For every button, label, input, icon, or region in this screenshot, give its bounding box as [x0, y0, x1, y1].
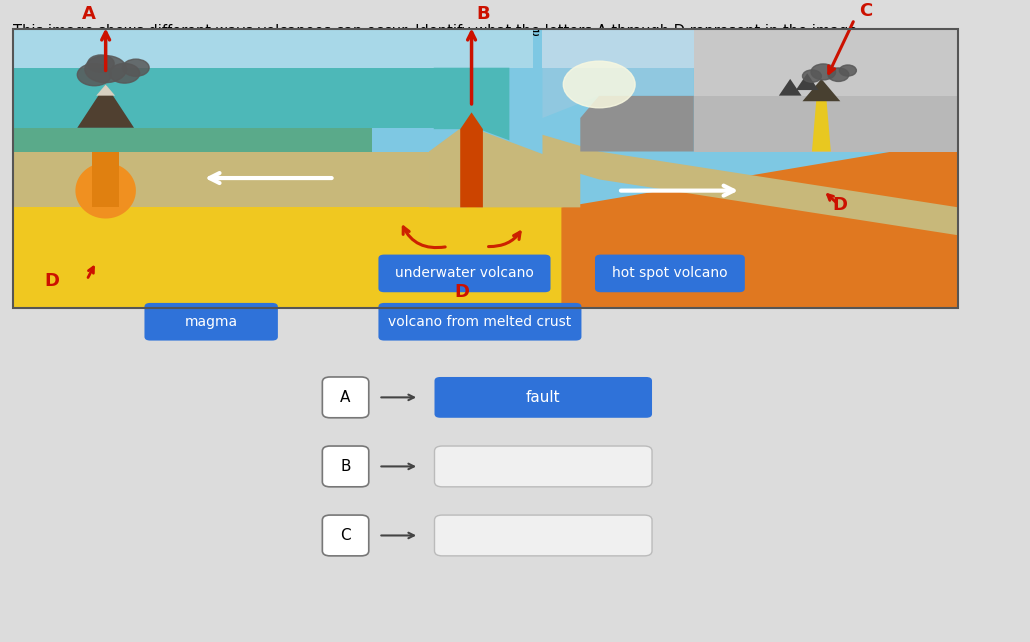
Circle shape — [839, 65, 856, 76]
Text: hot spot volcano: hot spot volcano — [612, 266, 728, 281]
Polygon shape — [75, 162, 136, 218]
Text: magma: magma — [184, 315, 238, 329]
Polygon shape — [796, 73, 819, 90]
FancyBboxPatch shape — [144, 303, 278, 340]
FancyBboxPatch shape — [322, 377, 369, 418]
Polygon shape — [694, 96, 959, 152]
Text: underwater volcano: underwater volcano — [396, 266, 534, 281]
Polygon shape — [13, 128, 372, 152]
Text: D: D — [454, 282, 470, 300]
FancyBboxPatch shape — [595, 255, 745, 292]
Polygon shape — [476, 129, 580, 207]
Polygon shape — [543, 29, 694, 67]
Text: D: D — [832, 196, 848, 214]
Circle shape — [77, 64, 111, 86]
Text: A: A — [340, 390, 351, 405]
Polygon shape — [464, 112, 479, 129]
FancyBboxPatch shape — [435, 377, 652, 418]
Polygon shape — [93, 152, 118, 207]
Polygon shape — [13, 67, 486, 128]
Polygon shape — [13, 29, 533, 67]
Polygon shape — [13, 207, 959, 308]
Text: C: C — [340, 528, 351, 543]
Circle shape — [88, 55, 114, 72]
FancyBboxPatch shape — [435, 446, 652, 487]
Circle shape — [84, 56, 127, 83]
Circle shape — [811, 64, 835, 80]
FancyBboxPatch shape — [378, 303, 582, 340]
Text: fault: fault — [526, 390, 560, 405]
Polygon shape — [543, 67, 694, 118]
Polygon shape — [13, 29, 959, 308]
Polygon shape — [13, 152, 430, 207]
Text: volcano from melted crust: volcano from melted crust — [388, 315, 572, 329]
Circle shape — [563, 61, 636, 108]
Polygon shape — [543, 135, 959, 236]
Polygon shape — [694, 29, 959, 96]
FancyBboxPatch shape — [322, 515, 369, 556]
Polygon shape — [802, 79, 840, 101]
Bar — [13, 29, 959, 308]
Polygon shape — [430, 123, 467, 207]
Polygon shape — [96, 85, 115, 96]
Text: A: A — [82, 5, 96, 23]
Circle shape — [828, 68, 849, 82]
Circle shape — [802, 70, 821, 82]
Text: C: C — [859, 2, 872, 20]
FancyBboxPatch shape — [378, 255, 550, 292]
Polygon shape — [460, 112, 483, 207]
Text: B: B — [476, 5, 490, 23]
Circle shape — [123, 59, 149, 76]
Text: B: B — [340, 459, 351, 474]
Text: D: D — [44, 272, 59, 290]
Polygon shape — [561, 141, 959, 308]
Polygon shape — [434, 67, 510, 141]
Polygon shape — [77, 85, 134, 128]
Polygon shape — [580, 96, 694, 152]
Polygon shape — [812, 85, 831, 152]
Text: This image shows different ways volcanoes can occur. Identify what the letters A: This image shows different ways volcanoe… — [13, 24, 862, 39]
FancyBboxPatch shape — [435, 515, 652, 556]
Polygon shape — [779, 79, 801, 96]
Circle shape — [109, 64, 140, 83]
FancyBboxPatch shape — [322, 446, 369, 487]
